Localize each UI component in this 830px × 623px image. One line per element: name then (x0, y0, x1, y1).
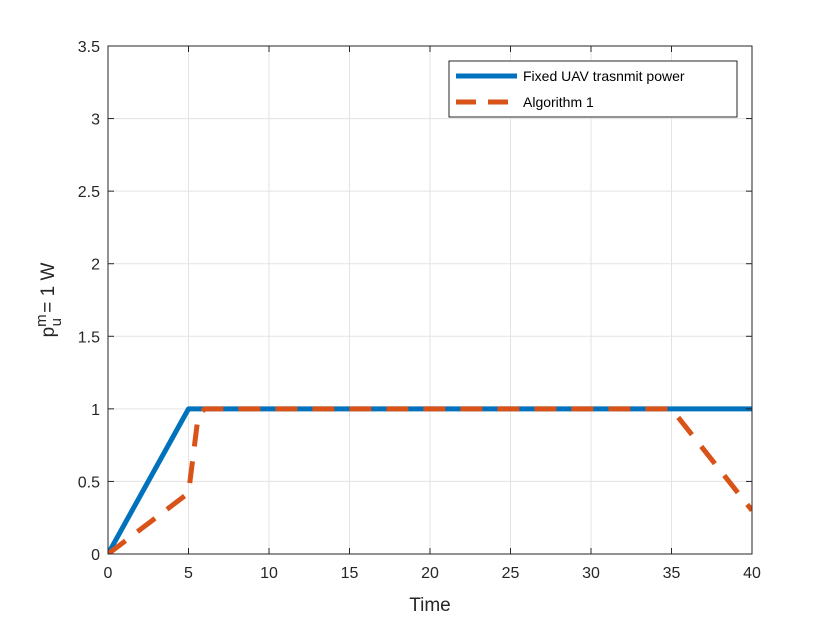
y-tick-label: 1 (91, 402, 100, 419)
legend: Fixed UAV trasnmit power Algorithm 1 (449, 61, 737, 117)
legend-label-1: Fixed UAV trasnmit power (523, 68, 685, 84)
x-tick-label: 0 (104, 565, 113, 582)
y-tick-label: 3.5 (78, 39, 100, 56)
y-tick-label: 0.5 (78, 474, 100, 491)
x-tick-label: 5 (184, 565, 193, 582)
x-tick-label: 35 (663, 565, 681, 582)
x-axis-label: Time (409, 595, 451, 616)
legend-label-2: Algorithm 1 (523, 94, 594, 110)
y-tick-label: 2.5 (78, 184, 100, 201)
x-tick-label: 10 (260, 565, 278, 582)
y-tick-label: 1.5 (78, 329, 100, 346)
y-axis-label-base: p (38, 327, 59, 338)
x-tick-label: 25 (502, 565, 520, 582)
y-axis-label-subscript: u (48, 318, 65, 326)
y-tick-label: 2 (91, 257, 100, 274)
y-tick-label: 0 (91, 547, 100, 564)
x-tick-label: 20 (421, 565, 439, 582)
x-tick-label: 40 (743, 565, 761, 582)
y-tick-label: 3 (91, 112, 100, 129)
x-tick-label: 15 (341, 565, 359, 582)
x-tick-label: 30 (582, 565, 600, 582)
y-axis-label-suffix: = 1 W (38, 263, 59, 318)
